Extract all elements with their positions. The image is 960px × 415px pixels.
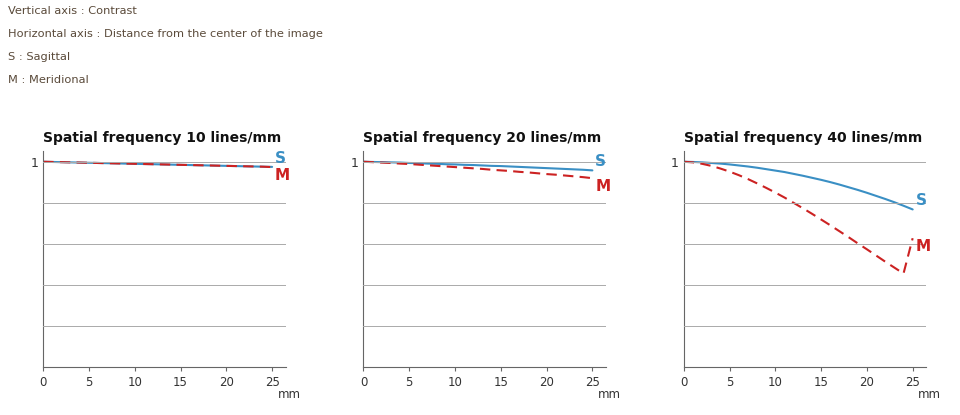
Text: M: M — [275, 168, 290, 183]
Text: mm: mm — [598, 388, 621, 401]
Text: mm: mm — [277, 388, 300, 401]
Text: M: M — [595, 179, 611, 194]
Text: M: M — [916, 239, 930, 254]
Text: Horizontal axis : Distance from the center of the image: Horizontal axis : Distance from the cent… — [8, 29, 323, 39]
Text: Spatial frequency 10 lines/mm: Spatial frequency 10 lines/mm — [43, 131, 281, 145]
Text: M : Meridional: M : Meridional — [8, 75, 88, 85]
Text: S : Sagittal: S : Sagittal — [8, 52, 70, 62]
Text: S: S — [275, 151, 286, 166]
Text: S: S — [595, 154, 606, 169]
Text: Vertical axis : Contrast: Vertical axis : Contrast — [8, 6, 136, 16]
Text: mm: mm — [918, 388, 941, 401]
Text: S: S — [916, 193, 926, 208]
Text: Spatial frequency 20 lines/mm: Spatial frequency 20 lines/mm — [364, 131, 602, 145]
Text: Spatial frequency 40 lines/mm: Spatial frequency 40 lines/mm — [684, 131, 922, 145]
